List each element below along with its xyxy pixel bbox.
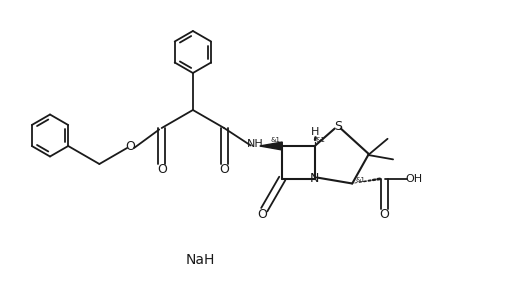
Text: O: O (257, 208, 267, 221)
Text: S: S (334, 120, 342, 134)
Text: N: N (310, 172, 319, 185)
Text: &1: &1 (316, 137, 326, 143)
Text: O: O (219, 162, 229, 175)
Text: NaH: NaH (185, 253, 215, 268)
Text: NH: NH (247, 139, 264, 149)
Text: O: O (125, 139, 136, 153)
Text: &1: &1 (355, 177, 365, 183)
Text: O: O (380, 208, 390, 221)
Polygon shape (260, 142, 282, 150)
Text: O: O (157, 162, 166, 175)
Text: H: H (311, 127, 319, 137)
Text: OH: OH (406, 173, 423, 183)
Text: &1: &1 (270, 137, 280, 143)
